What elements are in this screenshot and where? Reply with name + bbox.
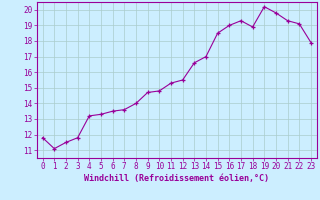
X-axis label: Windchill (Refroidissement éolien,°C): Windchill (Refroidissement éolien,°C) [84,174,269,183]
